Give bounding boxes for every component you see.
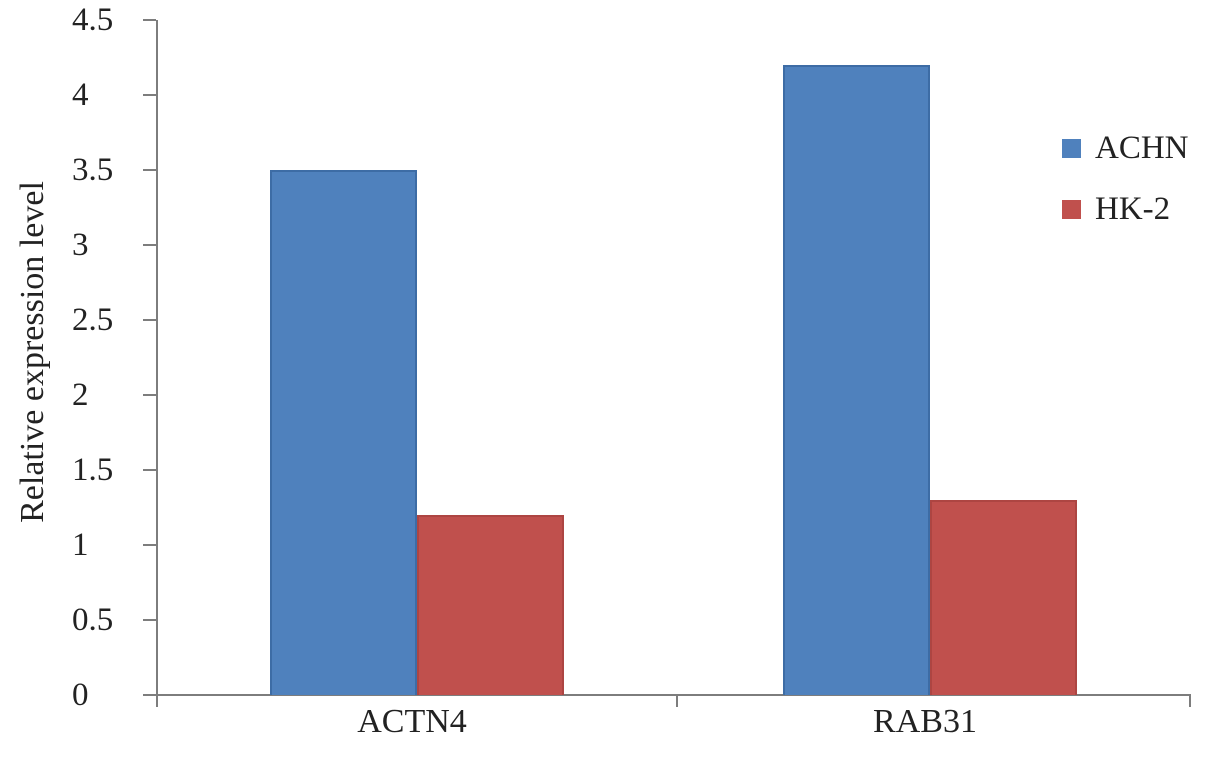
y-tick-label: 1 (72, 527, 89, 563)
y-axis-tick (143, 394, 156, 396)
y-axis-tick (143, 19, 156, 21)
legend: ACHN HK-2 (1062, 130, 1189, 252)
x-axis-tick (676, 694, 678, 707)
y-axis-tick (143, 94, 156, 96)
y-axis-title: Relative expression level (14, 181, 51, 523)
y-tick-label: 2 (72, 377, 89, 413)
bar-achn-actn4 (270, 170, 417, 695)
legend-swatch-icon (1062, 199, 1081, 219)
legend-label: HK-2 (1095, 190, 1171, 227)
y-axis-tick (143, 244, 156, 246)
y-axis-tick (143, 319, 156, 321)
legend-item-hk-2: HK-2 (1062, 191, 1189, 227)
x-axis-tick (1189, 694, 1191, 707)
y-axis-tick (143, 169, 156, 171)
bar-hk-2-rab31 (930, 500, 1077, 695)
y-tick-label: 1.5 (72, 452, 114, 488)
x-axis-line (145, 694, 1190, 696)
y-tick-label: 0 (72, 677, 89, 713)
y-tick-label: 4 (72, 77, 89, 113)
y-tick-label: 3 (72, 227, 89, 263)
x-category-label: ACTN4 (357, 703, 467, 740)
legend-label: ACHN (1095, 129, 1189, 166)
x-category-label: RAB31 (873, 703, 977, 740)
y-tick-label: 0.5 (72, 602, 114, 638)
y-tick-label: 2.5 (72, 302, 114, 338)
bar-achn-rab31 (783, 65, 930, 695)
y-axis-tick (143, 469, 156, 471)
y-axis-tick (143, 619, 156, 621)
y-tick-label: 4.5 (72, 2, 114, 38)
legend-item-achn: ACHN (1062, 130, 1189, 166)
y-axis-tick (143, 544, 156, 546)
legend-swatch-icon (1062, 138, 1081, 158)
y-axis-line (156, 20, 158, 707)
y-tick-label: 3.5 (72, 152, 114, 188)
bar-hk-2-actn4 (417, 515, 564, 695)
